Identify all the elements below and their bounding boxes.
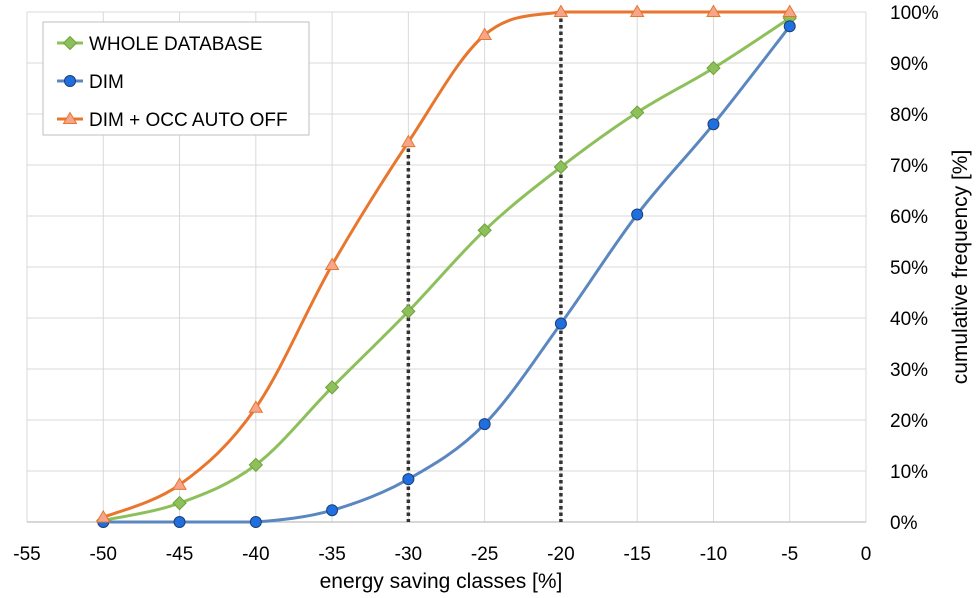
data-point-2 [706,4,721,18]
y-tick-label: 20% [890,411,928,432]
x-tick-label: -15 [623,544,650,565]
series-line-2 [101,10,792,519]
data-point-2 [172,477,187,490]
data-point-2 [477,27,493,40]
data-point-2 [629,4,645,18]
y-tick-label: 70% [890,156,928,177]
y-tick-label: 80% [890,105,928,126]
data-point-0 [629,105,645,120]
data-point-2 [324,257,340,271]
x-tick-label: -25 [471,544,498,565]
data-point-1 [326,504,339,517]
data-point-1 [631,208,644,221]
legend-label: WHOLE DATABASE [89,34,263,55]
data-point-1 [249,516,262,528]
y-tick-label: 0% [890,513,918,534]
data-point-2 [400,134,416,148]
grid [27,11,866,522]
data-point-2 [782,4,798,18]
legend-label: DIM + OCC AUTO OFF [89,110,288,131]
x-tick-label: -40 [242,544,269,565]
series-0 [101,16,792,522]
data-point-1 [783,20,796,33]
legend-marker [64,75,76,87]
reference-lines [406,12,563,522]
tick-labels: -55 -50 -45 -40 -35 -30 -25 -20 -15 -10 -5 00%10%20… [13,3,938,565]
legend-marker [62,35,78,51]
x-tick-label: -55 [13,544,40,565]
data-point-0 [248,457,264,473]
data-point-1 [478,418,491,431]
data-point-0 [477,223,492,238]
data-point-0 [401,304,416,319]
data-point-1 [707,118,720,131]
x-tick-label: -45 [166,544,193,565]
legend: WHOLE DATABASE DIM DIM + OCC AUTO OFF [42,21,310,136]
y-tick-label: 50% [890,258,928,279]
data-point-2 [95,509,111,523]
y-tick-label: 90% [890,54,928,75]
y-tick-label: 100% [890,3,939,24]
y-tick-label: 30% [890,360,928,381]
y-tick-label: 10% [890,462,928,483]
data-point-1 [402,473,415,486]
legend-marker [62,111,78,125]
data-point-0 [706,60,721,76]
x-tick-label: -10 [700,544,727,565]
x-tick-label: -30 [395,544,422,565]
x-tick-label: 0 [861,544,872,565]
series-line-0 [101,16,792,522]
data-point-0 [553,159,569,175]
data-point-1 [554,317,567,330]
legend-box [42,21,310,136]
data-point-0 [324,380,340,395]
x-tick-label: -20 [547,544,574,565]
x-axis-title: energy saving classes [%] [320,570,563,593]
data-point-0 [172,495,187,511]
data-point-2 [248,400,264,413]
series-2 [101,10,792,519]
x-tick-label: -5 [781,544,798,565]
x-tick-label: -50 [90,544,117,565]
data-point-2 [553,4,569,18]
y-axis-title: cumulative frequency [%] [949,150,972,385]
legend-label: DIM [89,72,124,93]
y-tick-label: 40% [890,309,928,330]
y-tick-label: 60% [890,207,928,228]
data-point-1 [173,516,186,528]
x-tick-label: -35 [318,544,345,565]
series [95,4,798,528]
